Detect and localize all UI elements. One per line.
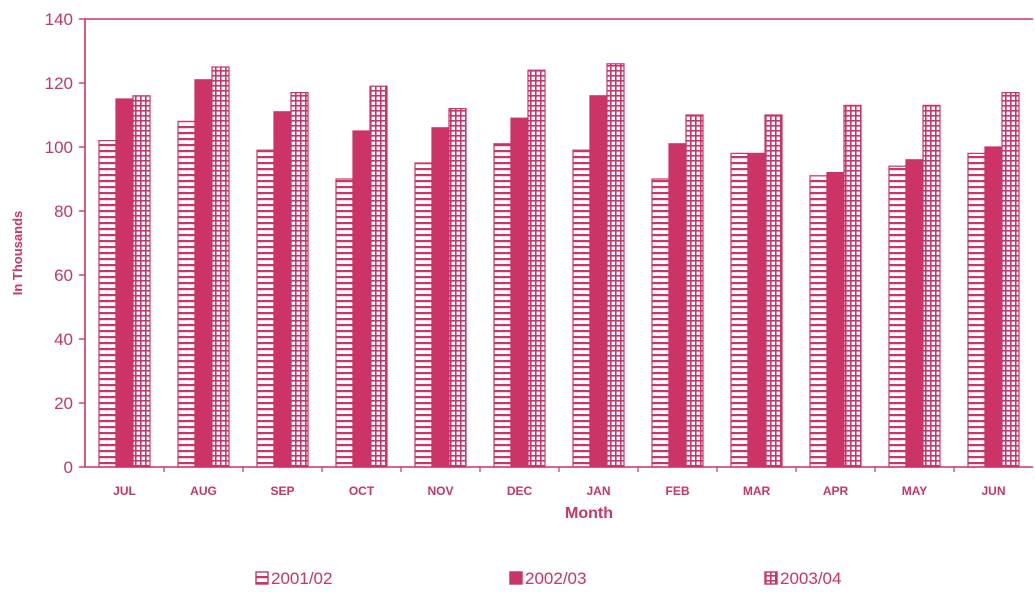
bar-2003-04-dec [527,69,546,468]
legend-label-2002-03: 2002/03 [525,569,586,588]
bar-2002-03-nov [431,127,450,468]
x-tick-label: APR [823,484,849,498]
legend-swatch-2002-03 [509,571,523,585]
bar-2002-03-may [905,159,924,468]
x-tick-label: SEP [270,484,294,498]
x-tick-label: MAY [902,484,928,498]
bar-2003-04-jul [132,95,151,468]
bar-2002-03-aug [194,79,213,468]
y-axis-title: In Thousands [10,211,25,296]
bar-2003-04-feb [685,114,704,468]
bar-2001-02-may [888,165,907,468]
bar-2003-04-nov [448,107,467,468]
y-tick-label: 140 [45,10,73,29]
bar-2001-02-jun [967,152,986,468]
bar-2003-04-oct [369,85,388,468]
x-tick-label: JUN [981,484,1005,498]
x-tick-label: FEB [666,484,690,498]
bar-2001-02-mar [730,152,749,468]
bar-2002-03-jan [589,95,608,468]
bar-2003-04-jun [1001,91,1020,468]
y-tick-label: 20 [54,394,73,413]
bar-2003-04-may [922,104,941,468]
x-tick-label: NOV [427,484,453,498]
y-tick-label: 0 [64,458,73,477]
bar-2002-03-sep [273,111,292,468]
legend-swatch-2003-04 [764,571,778,585]
bar-2001-02-sep [256,149,275,468]
bar-2002-03-mar [747,152,766,468]
legend-label-2003-04: 2003/04 [780,569,841,588]
bar-2003-04-aug [211,66,230,468]
bar-2002-03-apr [826,172,845,468]
x-tick-label: DEC [507,484,533,498]
x-tick-label: JUL [113,484,136,498]
legend-swatch-2001-02 [255,571,269,585]
bar-2003-04-jan [606,63,625,468]
bar-2001-02-apr [809,175,828,468]
bar-2001-02-feb [651,178,670,468]
y-tick-label: 120 [45,74,73,93]
bar-2001-02-nov [414,162,433,468]
x-tick-label: MAR [743,484,771,498]
x-tick-label: OCT [349,484,375,498]
bar-2002-03-dec [510,117,529,468]
x-axis-title: Month [565,505,613,522]
bar-2002-03-oct [352,130,371,468]
bar-2003-04-mar [764,114,783,468]
y-tick-label: 60 [54,266,73,285]
x-tick-label: AUG [190,484,217,498]
y-tick-label: 80 [54,202,73,221]
bar-2002-03-jul [115,98,134,468]
x-tick-label: JAN [586,484,610,498]
bar-2003-04-apr [843,104,862,468]
bar-2001-02-jul [98,140,117,468]
y-tick-label: 40 [54,330,73,349]
bar-2001-02-aug [177,120,196,468]
bar-2002-03-feb [668,143,687,468]
bar-2002-03-jun [984,146,1003,468]
bar-2001-02-jan [572,149,591,468]
legend-label-2001-02: 2001/02 [271,569,332,588]
y-tick-label: 100 [45,138,73,157]
bar-2001-02-oct [335,178,354,468]
bar-2001-02-dec [493,143,512,468]
bar-2003-04-sep [290,91,309,468]
